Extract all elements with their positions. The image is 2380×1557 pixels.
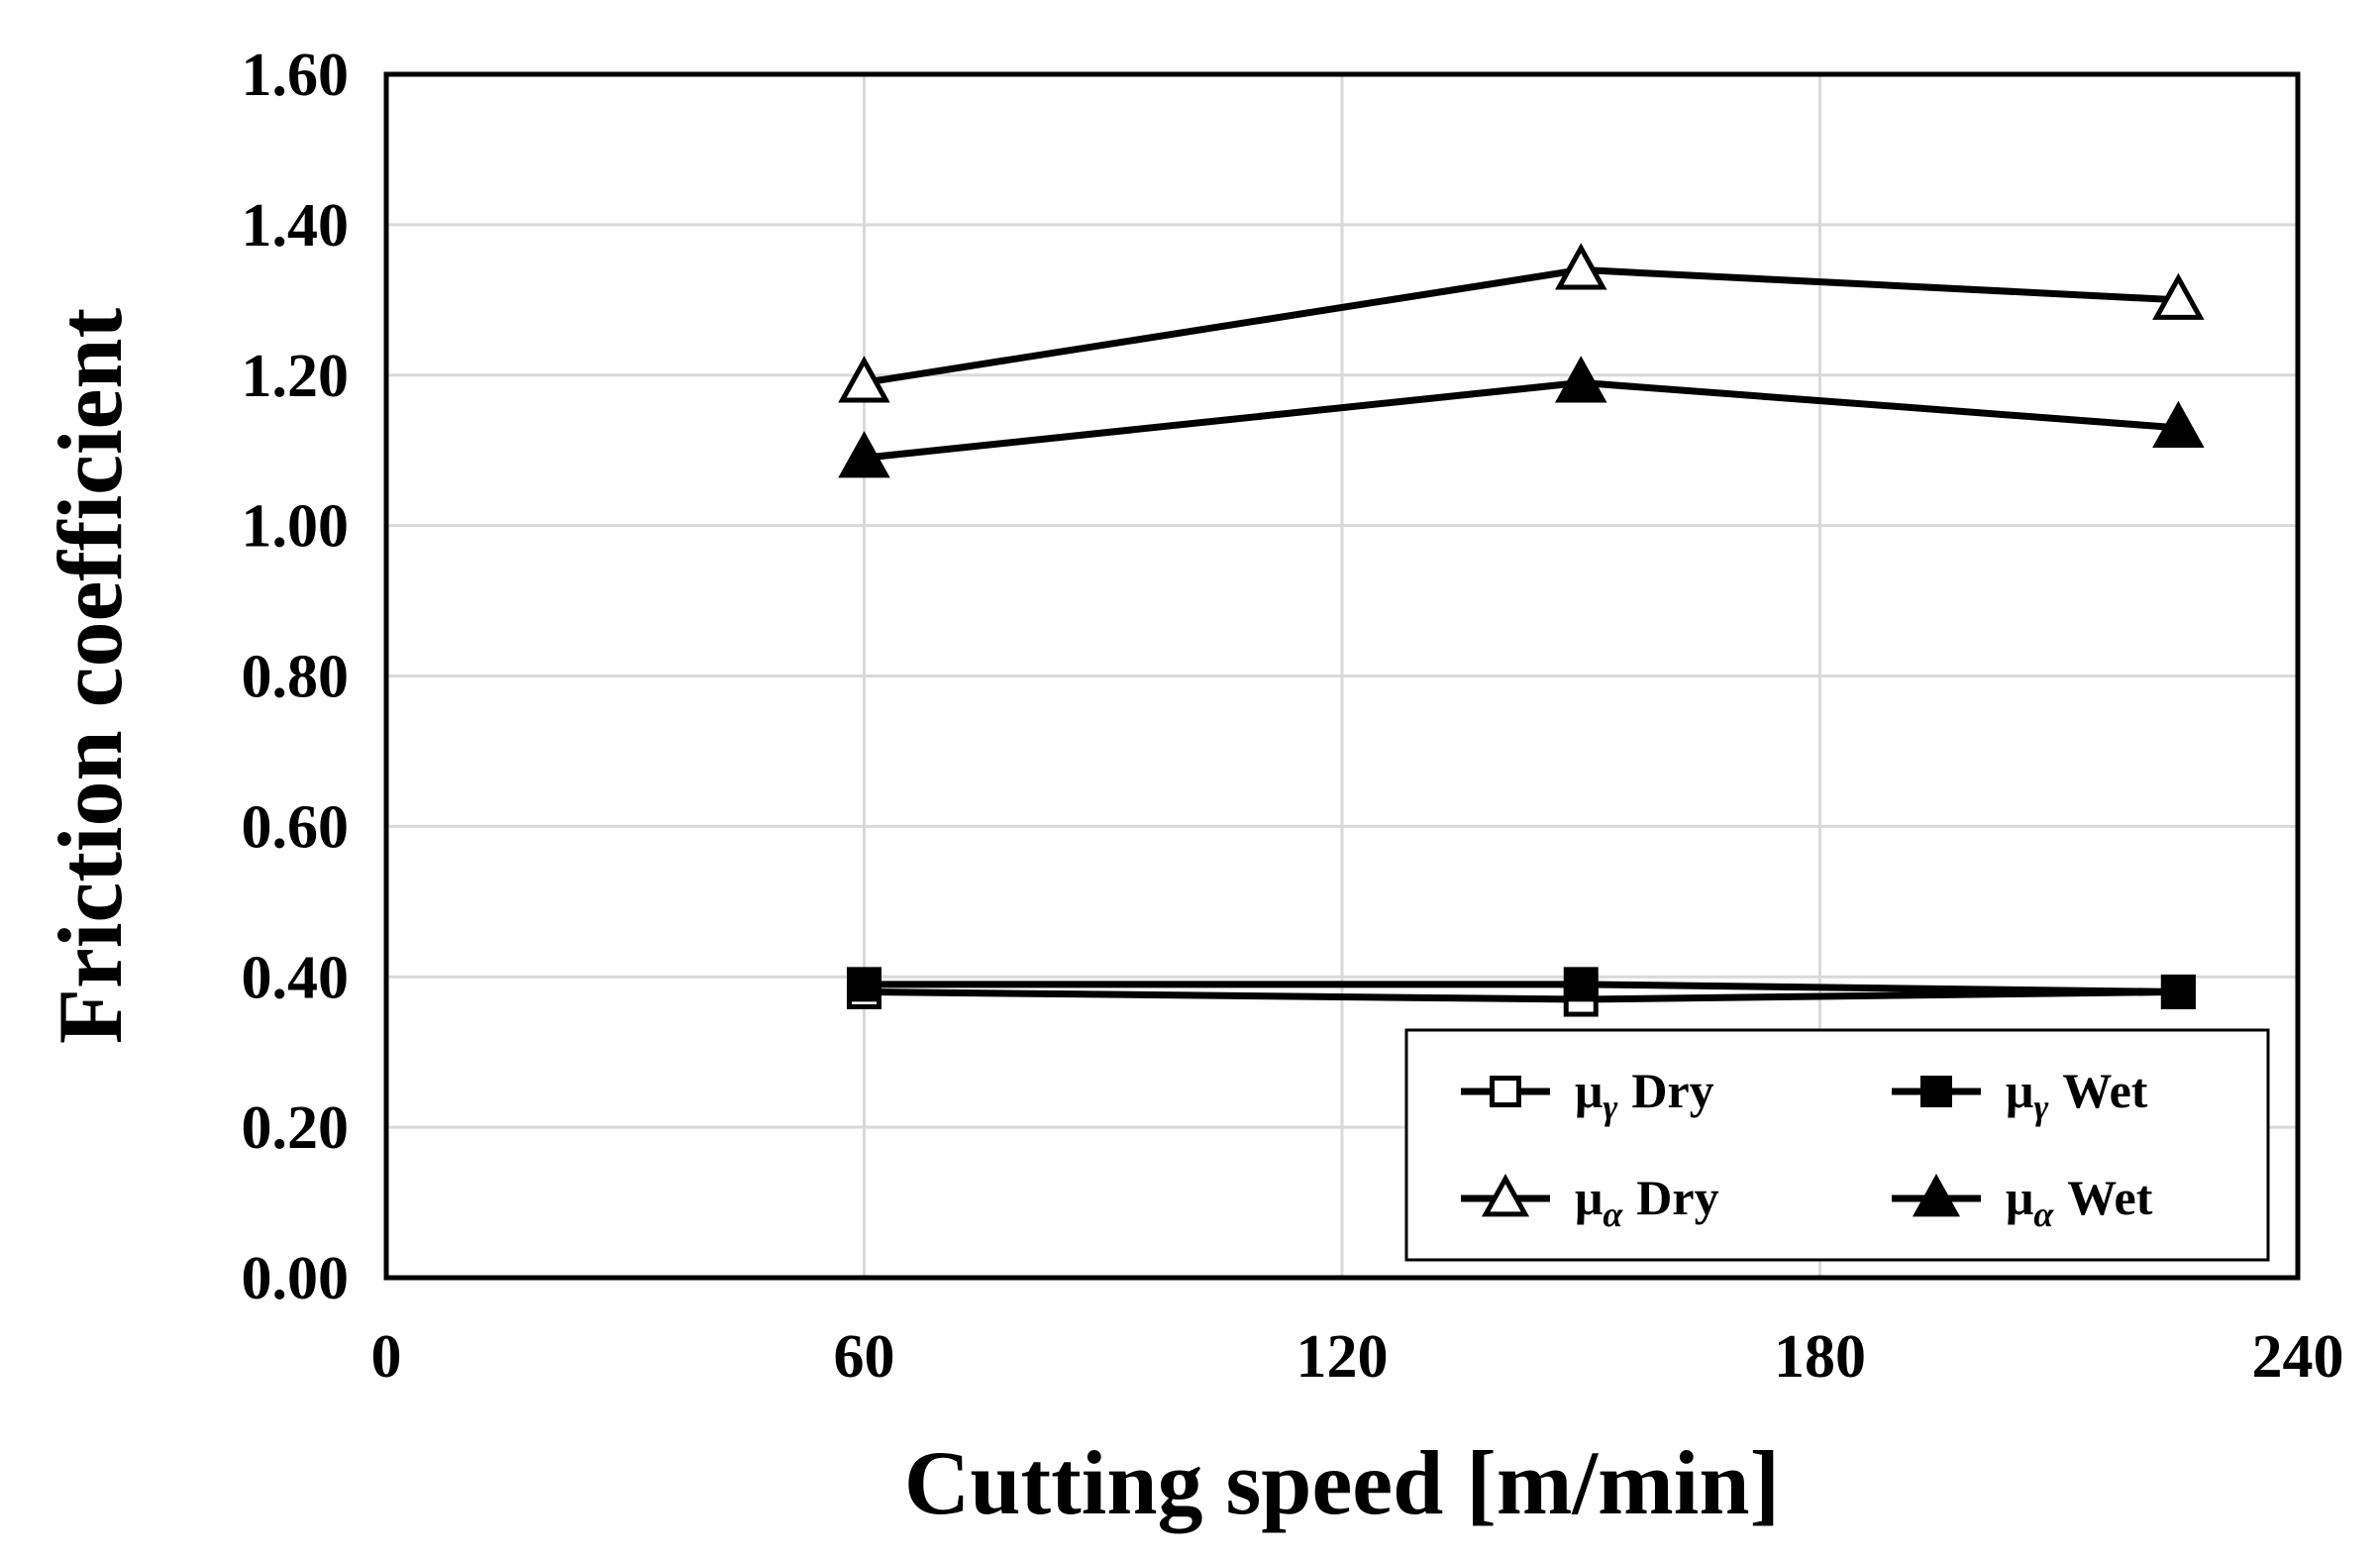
marker-triangle-filled [1912,1174,1961,1217]
legend-subscript: γ [1603,1088,1617,1127]
legend-condition: Wet [2067,1170,2152,1225]
marker-square-filled [847,967,881,1002]
y-tick-label: 1.60 [242,42,350,109]
legend-item: μγ Dry [1461,1063,1714,1127]
marker-square-filled [1563,967,1599,1002]
series-triangle-open [838,243,2205,403]
legend-item: μγ Wet [1892,1063,2148,1127]
marker-triangle-open [838,356,890,403]
x-tick-label: 120 [1296,1323,1389,1391]
legend-symbol: μ [2006,1170,2033,1225]
legend-condition: Dry [1636,1170,1718,1225]
x-tick-label: 60 [834,1323,895,1391]
marker-square-filled [1920,1076,1952,1107]
marker-triangle-filled [1555,356,1607,403]
legend-subscript: α [1603,1194,1623,1234]
series-line [864,987,2179,1003]
series-square-filled [847,967,2196,1009]
marker-square-open [1490,1076,1521,1107]
legend-symbol: μ [1575,1063,1603,1118]
legend-item: μα Dry [1461,1170,1719,1234]
series-line [864,378,2179,462]
x-tick-label: 180 [1774,1323,1866,1391]
x-tick-label: 0 [371,1323,402,1391]
legend-symbol: μ [1575,1170,1603,1225]
marker-triangle-open [1555,243,1607,290]
series-layer [838,243,2205,1017]
x-axis-title: Cutting speed [m/min] [904,1432,1780,1533]
y-tick-label: 0.20 [242,1094,350,1162]
legend-label: μα Wet [2006,1170,2153,1234]
y-tick-label: 1.00 [242,493,350,561]
legend-item: μα Wet [1892,1170,2153,1234]
y-tick-label: 0.40 [242,944,350,1011]
y-tick-label: 1.20 [242,343,350,410]
series-triangle-filled [838,356,2205,478]
y-axis-title: Friction coefficient [40,307,141,1044]
marker-square-filled [2160,974,2196,1009]
y-tick-label: 0.60 [242,793,350,861]
marker-triangle-open [2152,272,2205,320]
marker-triangle-open [1481,1174,1530,1217]
marker-triangle-filled [838,431,890,478]
y-axis-ticks: 0.00 0.20 0.40 0.60 0.80 1.00 1.20 1.40 1.60 [242,42,350,1312]
series-line [863,265,2179,386]
legend-symbol: μ [2006,1063,2033,1118]
y-tick-label: 1.40 [242,192,350,260]
legend-label: μγ Dry [1575,1063,1714,1127]
x-axis-ticks: 0 60 120 180 240 [371,1323,2344,1391]
legend-box [1404,1028,2270,1262]
legend-label: μα Dry [1575,1170,1719,1234]
y-tick-label: 0.00 [242,1245,350,1312]
legend-subscript: α [2033,1194,2054,1234]
y-tick-label: 0.80 [242,644,350,711]
x-tick-label: 240 [2252,1323,2344,1391]
legend-label: μγ Wet [2006,1063,2148,1127]
marker-triangle-filled [2152,400,2205,449]
legend-condition: Dry [1631,1063,1713,1118]
legend-subscript: γ [2033,1088,2048,1127]
plot-area-frame [383,71,2301,1281]
legend-condition: Wet [2062,1063,2147,1118]
